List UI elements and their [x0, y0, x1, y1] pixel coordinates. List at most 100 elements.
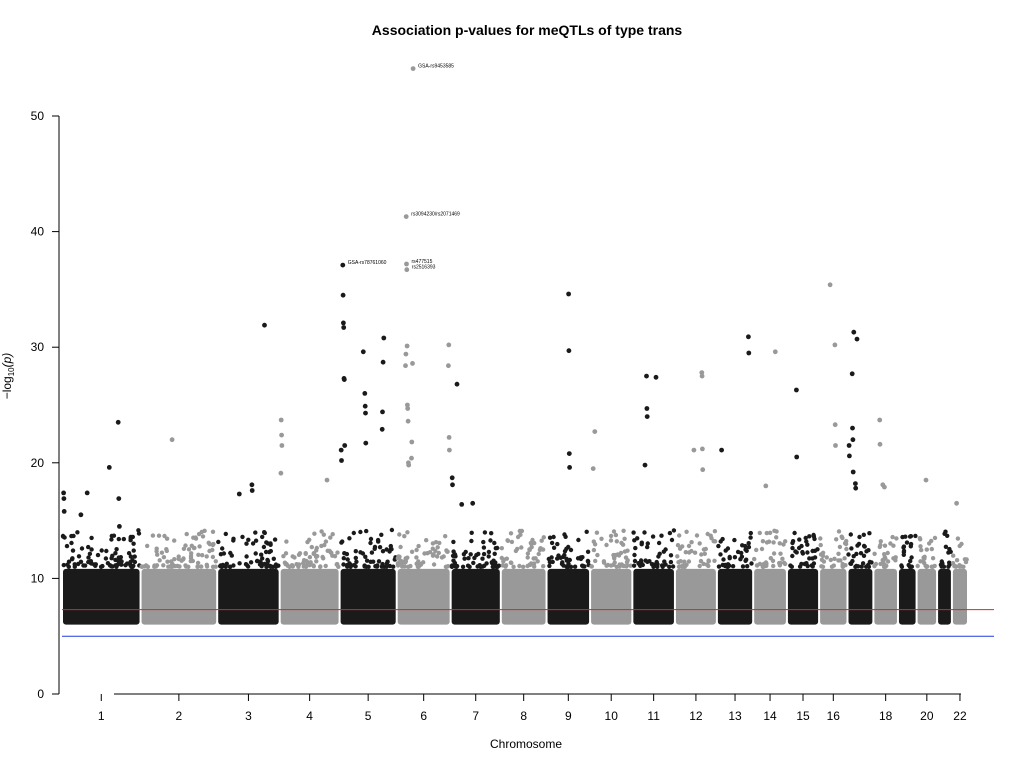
chromosome-6-point [430, 553, 436, 558]
chromosome-14-point [781, 542, 786, 547]
chromosome-1-point [66, 564, 72, 569]
chromosome-18-point [872, 551, 877, 556]
chromosome-6-point [421, 560, 426, 565]
chromosome-6-point [424, 538, 429, 543]
chromosome-1-point [128, 554, 134, 559]
chromosome-9-point [564, 558, 570, 563]
chromosome-4-point [335, 561, 340, 567]
chromosome-11-point [656, 540, 662, 546]
snp-point [446, 342, 452, 348]
chromosome-7-point [469, 530, 474, 535]
chromosome-4-point [321, 556, 326, 561]
chromosome-7-point [468, 552, 473, 557]
snp-point [447, 447, 452, 453]
chromosome-2-point [172, 557, 177, 562]
chromosome-5-point [375, 537, 381, 543]
chromosome-10-point [614, 539, 619, 544]
chromosome-14-point [771, 551, 777, 556]
chromosome-15-point [796, 545, 802, 551]
chromosome-12-point [694, 533, 700, 538]
snp-point [279, 432, 284, 438]
chromosome-18-point [885, 550, 890, 556]
chromosome-7-point [462, 556, 467, 561]
snp-point [78, 512, 84, 518]
chromosome-17-point [865, 562, 871, 568]
chromosome-9-point [568, 547, 574, 553]
snp-point [851, 329, 857, 335]
x-tick-label: 2 [176, 709, 183, 723]
chromosome-1-point [69, 557, 75, 562]
chromosome-12-point [712, 529, 718, 534]
chromosome-8-point [517, 528, 522, 534]
snp-label: GSA-rs9453585 [418, 64, 454, 70]
chromosome-4-point [303, 564, 309, 569]
snp-point [882, 484, 887, 490]
chromosome-8-point [533, 556, 538, 561]
chromosome-8-point [509, 560, 514, 566]
snp-point [61, 490, 66, 496]
chromosome-5-bulk [340, 568, 396, 625]
chromosome-11-point [654, 559, 659, 565]
x-tick-label: 1 [98, 709, 105, 723]
chromosome-8-point [536, 551, 541, 557]
chromosome-1-point [69, 540, 74, 546]
chromosome-6-point [398, 544, 403, 550]
chromosome-12-point [697, 563, 702, 569]
snp-point [236, 491, 242, 497]
chromosome-2-point [199, 564, 204, 569]
chromosome-9-point [564, 546, 569, 551]
chromosome-8-point [501, 557, 507, 562]
snp-label: rs477515 [412, 259, 433, 265]
chromosome-9-point [584, 529, 589, 534]
chromosome-11-point [638, 563, 643, 568]
chromosome-11-point [631, 530, 636, 535]
chromosome-2-point [139, 564, 144, 569]
snp-point [84, 490, 90, 496]
chromosome-7-point [466, 556, 471, 561]
chromosome-13-point [721, 557, 726, 562]
chromosome-16-point [834, 537, 839, 542]
snp-point [406, 462, 412, 468]
chromosome-14-point [760, 539, 766, 544]
chromosome-10-point [604, 563, 609, 568]
chromosome-5-point [345, 557, 350, 562]
snp-point [644, 414, 650, 419]
chromosome-2-point [195, 564, 200, 569]
chromosome-7-point [484, 561, 489, 566]
chromosome-11-point [635, 536, 640, 541]
chromosome-1-point [79, 546, 85, 551]
chromosome-10-point [601, 560, 607, 565]
chromosome-13-point [716, 564, 722, 569]
chromosome-1-point [66, 559, 72, 564]
chromosome-3-point [276, 563, 281, 568]
bulk-points [60, 527, 969, 625]
chromosome-7-point [477, 563, 482, 568]
chromosome-18-bulk [874, 568, 897, 625]
chromosome-5-point [369, 550, 375, 555]
chromosome-4-point [282, 560, 288, 565]
chromosome-5-point [377, 545, 383, 550]
snp-point [249, 488, 255, 493]
chromosome-22-bulk [952, 568, 967, 625]
chromosome-2-point [177, 564, 182, 569]
snp-point [644, 373, 649, 379]
chromosome-6-point [435, 545, 440, 550]
chromosome-5-point [374, 564, 380, 569]
chromosome-11-bulk [633, 568, 674, 625]
chromosome-10-point [599, 536, 604, 541]
x-tick-label: 7 [472, 709, 479, 723]
chromosome-3-point [260, 534, 265, 540]
chromosome-10-point [591, 547, 597, 553]
chromosome-12-point [680, 544, 685, 549]
chromosome-20-point [929, 546, 934, 552]
chromosome-15-point [805, 542, 810, 547]
chromosome-20-point [924, 547, 929, 552]
snp-point [340, 292, 346, 298]
chromosome-13-point [738, 557, 743, 562]
chromosome-20-point [921, 559, 926, 564]
chromosome-15-point [789, 564, 794, 569]
chromosome-5-point [342, 551, 347, 556]
snp-point [954, 500, 959, 506]
chromosome-1-point [103, 556, 109, 561]
chromosome-16-point [840, 561, 845, 567]
